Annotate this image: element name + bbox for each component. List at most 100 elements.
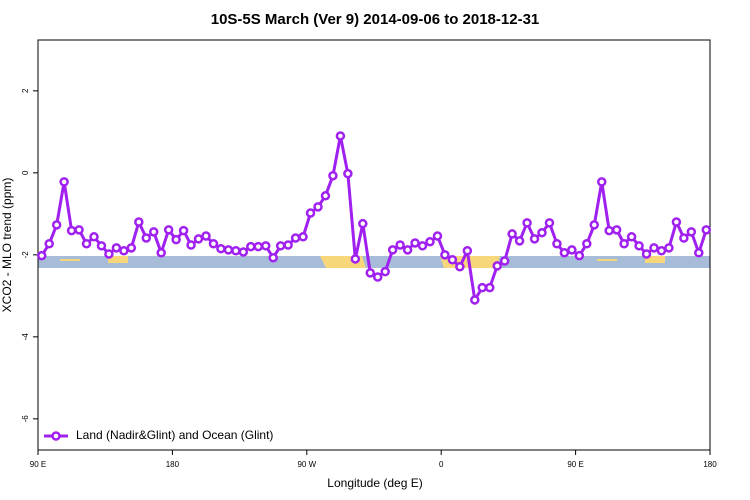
y-tick-label: -6 bbox=[21, 415, 30, 423]
point bbox=[163, 225, 174, 235]
y-axis-label: XCO2 - MLO trend (ppm) bbox=[0, 178, 14, 313]
point bbox=[455, 261, 465, 272]
point bbox=[604, 225, 614, 236]
land-strip bbox=[645, 256, 665, 263]
point bbox=[216, 243, 226, 254]
point bbox=[238, 247, 249, 257]
x-tick-label: 0 bbox=[439, 460, 444, 469]
land-strip bbox=[597, 259, 617, 261]
point bbox=[499, 256, 510, 266]
x-tick-label: 180 bbox=[703, 460, 717, 469]
point bbox=[36, 250, 47, 261]
point bbox=[484, 282, 495, 293]
point bbox=[641, 249, 652, 259]
point bbox=[223, 245, 234, 255]
y-tick-label: 2 bbox=[21, 88, 30, 93]
point bbox=[619, 239, 629, 249]
point bbox=[111, 243, 122, 253]
point bbox=[679, 233, 689, 243]
y-tick-label: -4 bbox=[21, 333, 30, 341]
point bbox=[44, 239, 54, 249]
point bbox=[694, 248, 704, 258]
point bbox=[313, 202, 323, 212]
point bbox=[59, 177, 69, 187]
point bbox=[350, 254, 361, 264]
point bbox=[298, 232, 308, 242]
point bbox=[522, 218, 532, 228]
point bbox=[432, 231, 443, 241]
point bbox=[425, 236, 435, 247]
point bbox=[395, 240, 405, 250]
point bbox=[126, 243, 137, 253]
point bbox=[417, 241, 428, 251]
point bbox=[574, 250, 585, 261]
plot-frame bbox=[37, 39, 711, 451]
point bbox=[193, 234, 204, 244]
point bbox=[589, 220, 600, 230]
point bbox=[171, 234, 181, 245]
point bbox=[537, 227, 547, 238]
point bbox=[582, 239, 592, 249]
point bbox=[89, 232, 99, 242]
point bbox=[470, 295, 480, 305]
point bbox=[567, 245, 577, 255]
point bbox=[626, 232, 637, 242]
point bbox=[275, 241, 286, 251]
point bbox=[178, 225, 189, 236]
point bbox=[477, 282, 488, 293]
point bbox=[253, 241, 264, 252]
point bbox=[664, 243, 674, 253]
point bbox=[104, 249, 114, 259]
x-tick-label: 90 E bbox=[567, 460, 583, 469]
point bbox=[634, 241, 644, 251]
point bbox=[649, 243, 659, 253]
point bbox=[290, 233, 301, 243]
x-tick-label: 90 W bbox=[297, 460, 316, 469]
land-ocean-strip bbox=[38, 256, 710, 268]
point bbox=[148, 227, 159, 237]
point bbox=[492, 261, 502, 271]
land-strip bbox=[60, 259, 80, 261]
point bbox=[410, 238, 420, 248]
legend-label: Land (Nadir&Glint) and Ocean (Glint) bbox=[76, 428, 273, 442]
point bbox=[507, 229, 517, 239]
legend-marker bbox=[51, 431, 61, 441]
point bbox=[141, 233, 152, 243]
point bbox=[51, 220, 62, 230]
point bbox=[671, 217, 682, 227]
point bbox=[552, 239, 562, 249]
point bbox=[81, 239, 92, 249]
point bbox=[186, 240, 196, 250]
point bbox=[96, 241, 107, 251]
point bbox=[611, 225, 622, 235]
point bbox=[440, 250, 450, 260]
point bbox=[156, 248, 166, 258]
point bbox=[372, 272, 383, 282]
point bbox=[328, 170, 338, 181]
point bbox=[119, 245, 129, 256]
point bbox=[387, 245, 398, 255]
point bbox=[701, 225, 712, 235]
point bbox=[134, 217, 144, 227]
chart-title: 10S-5S March (Ver 9) 2014-09-06 to 2018-… bbox=[211, 11, 540, 28]
point bbox=[320, 191, 331, 201]
point bbox=[335, 131, 346, 141]
point bbox=[529, 234, 540, 244]
point bbox=[596, 177, 607, 187]
point bbox=[231, 245, 241, 256]
y-tick-label: -2 bbox=[21, 251, 30, 259]
x-axis-label: Longitude (deg E) bbox=[327, 476, 422, 490]
point bbox=[305, 208, 316, 218]
point bbox=[208, 239, 219, 249]
point bbox=[66, 225, 77, 236]
land-strip bbox=[108, 256, 128, 263]
point bbox=[365, 268, 376, 278]
point bbox=[246, 241, 256, 252]
point bbox=[283, 240, 293, 250]
point bbox=[74, 225, 84, 235]
point bbox=[544, 218, 555, 228]
point bbox=[380, 266, 390, 277]
point bbox=[447, 255, 458, 265]
point bbox=[656, 245, 667, 256]
